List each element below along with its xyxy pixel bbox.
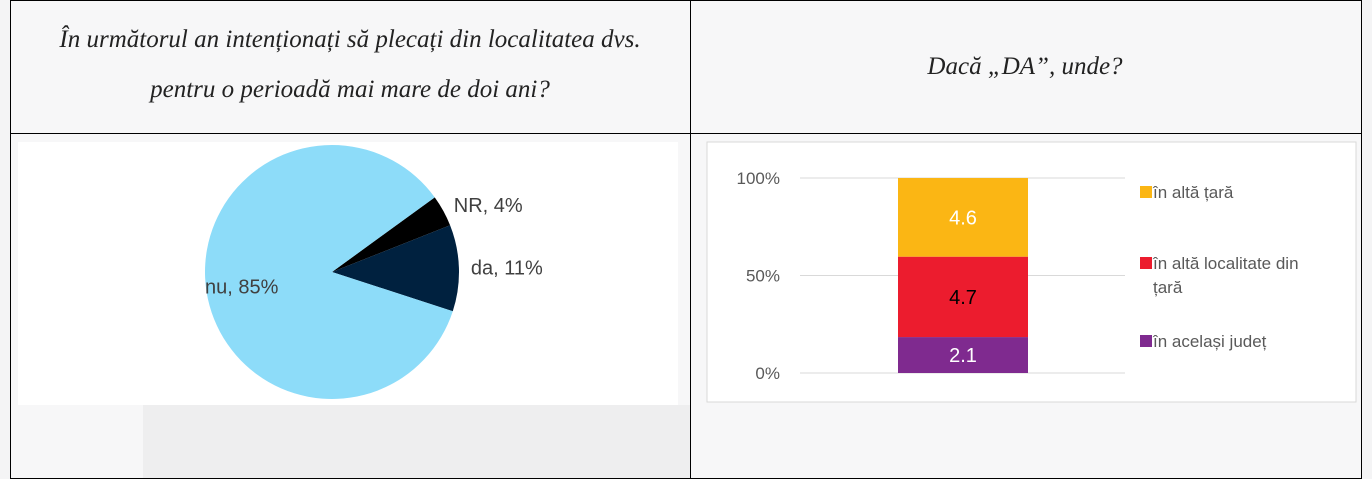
legend-label: în altă țară [1153, 183, 1234, 202]
bar-area [706, 141, 1357, 403]
pie-slice [204, 144, 453, 400]
decor [143, 405, 690, 479]
pie-slice [332, 225, 459, 312]
legend-swatch [1140, 186, 1152, 198]
header-cell: În următorul an intenționați să plecați … [59, 26, 641, 103]
y-tick-label: 100% [737, 169, 780, 188]
pie-slice [332, 197, 451, 272]
legend-swatch [1140, 257, 1152, 269]
bar-label: 2.1 [949, 345, 977, 367]
header-cell: Dacă „DA”, unde? [927, 53, 1123, 80]
y-tick-label: 50% [746, 267, 780, 286]
bar-label: 4.7 [949, 287, 977, 309]
y-tick-label: 0% [755, 364, 780, 383]
pie-label: da, 11% [471, 258, 543, 280]
legend-swatch [1140, 335, 1152, 347]
bar-segment [898, 178, 1028, 257]
legend-label: în același județ [1153, 332, 1267, 351]
bar-segment [898, 337, 1028, 373]
pie-label: NR, 4% [454, 195, 523, 217]
legend-label: în altă localitate din țară [1153, 254, 1299, 297]
bar-segment [898, 256, 1028, 338]
bar-label: 4.6 [949, 207, 977, 229]
pie-label: nu, 85% [205, 276, 279, 298]
